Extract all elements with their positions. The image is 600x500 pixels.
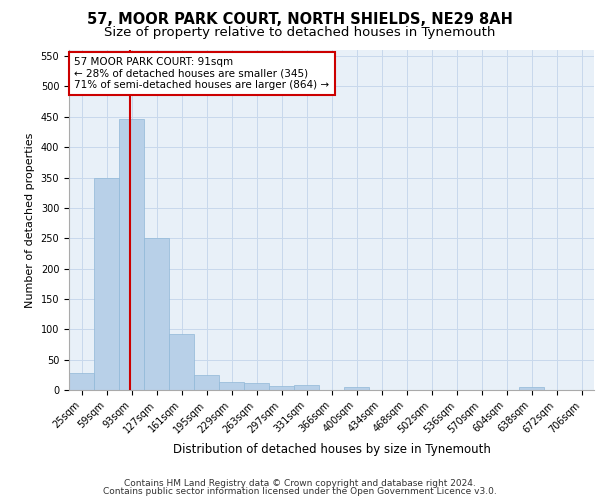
Text: Contains HM Land Registry data © Crown copyright and database right 2024.: Contains HM Land Registry data © Crown c…: [124, 478, 476, 488]
Bar: [294, 385, 319, 390]
Bar: [144, 238, 169, 390]
Bar: [219, 382, 244, 390]
Bar: [94, 178, 119, 390]
Text: Contains public sector information licensed under the Open Government Licence v3: Contains public sector information licen…: [103, 487, 497, 496]
Bar: [69, 373, 94, 390]
Bar: [119, 118, 144, 390]
Y-axis label: Number of detached properties: Number of detached properties: [25, 132, 35, 308]
Text: Size of property relative to detached houses in Tynemouth: Size of property relative to detached ho…: [104, 26, 496, 39]
Bar: [269, 386, 294, 390]
X-axis label: Distribution of detached houses by size in Tynemouth: Distribution of detached houses by size …: [173, 443, 490, 456]
Text: 57 MOOR PARK COURT: 91sqm
← 28% of detached houses are smaller (345)
71% of semi: 57 MOOR PARK COURT: 91sqm ← 28% of detac…: [74, 57, 329, 90]
Bar: [244, 382, 269, 390]
Bar: [519, 387, 544, 390]
Bar: [169, 334, 194, 390]
Bar: [344, 387, 369, 390]
Text: 57, MOOR PARK COURT, NORTH SHIELDS, NE29 8AH: 57, MOOR PARK COURT, NORTH SHIELDS, NE29…: [87, 12, 513, 28]
Bar: [194, 375, 219, 390]
